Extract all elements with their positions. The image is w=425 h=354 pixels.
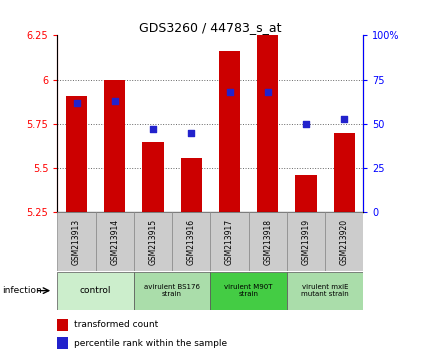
Text: percentile rank within the sample: percentile rank within the sample [74,339,227,348]
Bar [57,337,68,349]
Point [341,116,348,121]
Bar [334,133,355,212]
Text: GSM213920: GSM213920 [340,218,349,265]
Bar [172,212,210,271]
Bar [104,80,125,212]
Text: virulent M90T
strain: virulent M90T strain [224,284,273,297]
Bar [295,175,317,212]
Text: transformed count: transformed count [74,320,159,329]
Point [264,89,271,95]
Bar [142,142,164,212]
Title: GDS3260 / 44783_s_at: GDS3260 / 44783_s_at [139,21,282,34]
Text: virulent mxiE
mutant strain: virulent mxiE mutant strain [301,284,349,297]
Bar [181,158,202,212]
Bar [57,272,134,310]
Bar [210,272,287,310]
Bar [257,35,278,212]
Text: GSM213915: GSM213915 [148,218,158,265]
Bar [325,212,363,271]
Bar [287,212,325,271]
Text: GSM213919: GSM213919 [301,218,311,265]
Text: infection: infection [2,286,42,295]
Bar [219,51,240,212]
Bar [57,212,96,271]
Bar [287,272,363,310]
Point [188,130,195,136]
Text: avirulent BS176
strain: avirulent BS176 strain [144,284,200,297]
Point [111,98,118,104]
Text: GSM213913: GSM213913 [72,218,81,265]
Bar [96,212,134,271]
Point [150,126,156,132]
Bar [57,319,68,331]
Point [73,100,80,105]
Text: GSM213918: GSM213918 [263,219,272,264]
Point [226,89,233,95]
Bar [134,212,172,271]
Text: control: control [80,286,111,295]
Bar [249,212,287,271]
Text: GSM213916: GSM213916 [187,218,196,265]
Bar [134,272,210,310]
Text: GSM213917: GSM213917 [225,218,234,265]
Bar [210,212,249,271]
Text: GSM213914: GSM213914 [110,218,119,265]
Point [303,121,309,127]
Bar [66,96,87,212]
